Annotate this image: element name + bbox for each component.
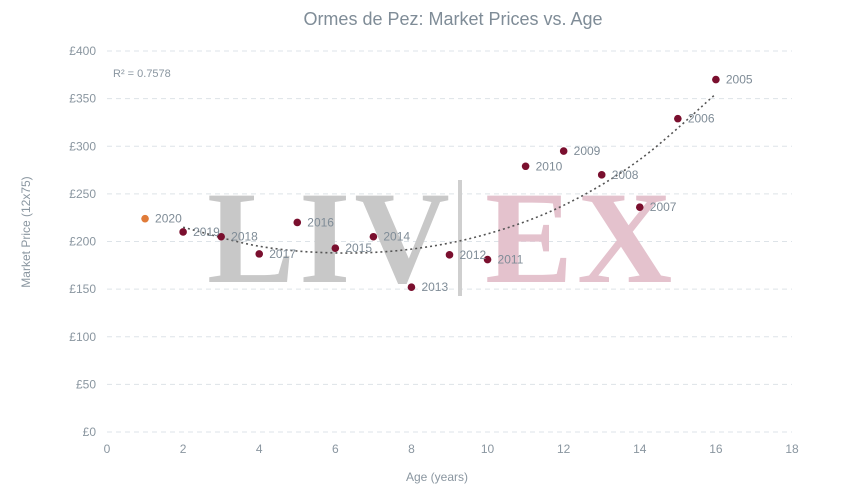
x-axis-ticks: 0 2 4 6 8 10 12 14 16 18: [104, 442, 799, 456]
data-point-label: 2018: [231, 230, 258, 244]
chart-title: Ormes de Pez: Market Prices vs. Age: [303, 9, 602, 29]
y-axis-label: Market Price (12x75): [19, 176, 33, 287]
x-tick-label: 0: [104, 442, 111, 456]
data-point-label: 2012: [460, 248, 487, 262]
x-tick-label: 12: [557, 442, 571, 456]
data-point-label: 2008: [612, 168, 639, 182]
x-tick-label: 14: [633, 442, 647, 456]
watermark-divider: [458, 180, 462, 296]
trendline: [182, 93, 717, 254]
data-point[interactable]: [445, 251, 454, 259]
data-point[interactable]: [293, 218, 302, 227]
data-points: 2005 2006 2007 2008 2009 2010 2011 2012 2013 2014…: [141, 73, 753, 294]
grid: [107, 50, 792, 433]
data-point[interactable]: [559, 147, 568, 155]
data-point-label: 2007: [650, 200, 677, 214]
x-tick-label: 2: [180, 442, 187, 456]
data-point-label: 2006: [688, 112, 715, 126]
y-tick-label: £350: [69, 92, 96, 106]
y-tick-label: £300: [69, 139, 96, 153]
x-tick-label: 4: [256, 442, 263, 456]
y-tick-label: £200: [69, 235, 96, 249]
data-point-label: 2011: [498, 253, 524, 267]
data-point[interactable]: [369, 232, 378, 241]
data-point-label: 2014: [383, 230, 410, 244]
data-point-label: 2016: [307, 215, 334, 229]
data-point-label: 2020: [155, 212, 182, 226]
y-tick-label: £400: [69, 44, 96, 58]
x-tick-label: 10: [481, 442, 495, 456]
y-tick-label: £0: [83, 425, 97, 439]
x-tick-label: 18: [785, 442, 799, 456]
y-tick-label: £250: [69, 187, 96, 201]
y-tick-label: £150: [69, 282, 96, 296]
x-tick-label: 6: [332, 442, 339, 456]
data-point-label: 2019: [193, 225, 220, 239]
data-point[interactable]: [674, 114, 682, 123]
y-tick-label: £100: [69, 330, 96, 344]
x-tick-label: 16: [709, 442, 723, 456]
data-point[interactable]: [597, 171, 606, 179]
data-point-label: 2013: [421, 280, 448, 294]
y-tick-label: £50: [76, 377, 96, 391]
data-point[interactable]: [179, 228, 187, 236]
data-point[interactable]: [483, 255, 492, 264]
data-point[interactable]: [217, 232, 225, 241]
data-point[interactable]: [521, 162, 530, 171]
data-point-label: 2015: [345, 241, 372, 255]
data-point[interactable]: [255, 250, 264, 258]
watermark-ex: EX: [485, 164, 676, 311]
data-point[interactable]: [635, 203, 644, 212]
data-point-label: 2009: [574, 144, 601, 158]
data-point-label: 2005: [726, 73, 753, 87]
data-point[interactable]: [712, 75, 720, 84]
data-point-label: 2017: [269, 247, 296, 261]
data-point[interactable]: [141, 214, 149, 223]
data-point[interactable]: [407, 283, 416, 292]
r-squared-annotation: R² = 0.7578: [113, 68, 171, 80]
y-axis-ticks: £0 £50 £100 £150 £200 £250 £300 £350 £400: [69, 44, 96, 439]
data-point-label: 2010: [536, 159, 563, 173]
data-point[interactable]: [331, 244, 340, 252]
x-tick-label: 8: [408, 442, 415, 456]
x-axis-label: Age (years): [406, 470, 468, 484]
